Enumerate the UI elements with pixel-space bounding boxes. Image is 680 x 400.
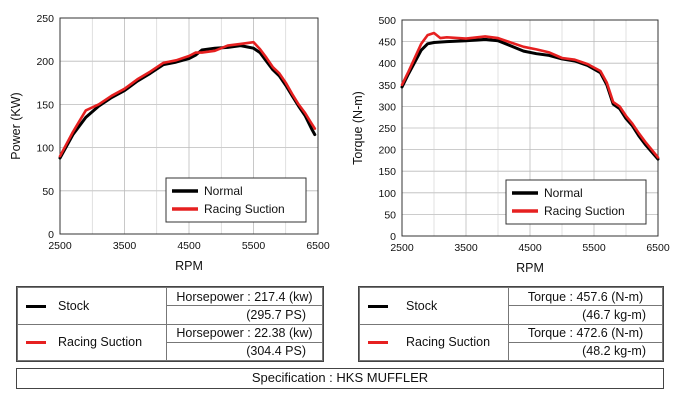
chart-torque: 0 50 100 150 200 250 300 350 400 450 500 2500 3500 45… [351, 15, 670, 275]
legend-entry: Normal [204, 184, 243, 198]
legend-stock-torque: Stock [359, 287, 509, 325]
racing-torque-nm: Torque : 472.6 (N-m) [508, 323, 663, 343]
y-tick-label: 200 [378, 145, 396, 157]
legend-stock: Stock [17, 287, 167, 325]
x-tick-label: 4500 [518, 242, 542, 254]
x-tick-label: 5500 [582, 242, 606, 254]
x-tick-label: 3500 [454, 242, 478, 254]
stock-label: Stock [406, 298, 438, 313]
legend: Normal Racing Suction [505, 179, 647, 225]
x-tick-label: 6500 [646, 242, 670, 254]
stock-torque-kgm: (46.7 kg-m) [508, 305, 663, 325]
y-tick-label: 150 [36, 99, 54, 111]
legend-box [505, 179, 647, 225]
y-tick-label: 100 [36, 143, 54, 155]
legend-racing-suction-torque: Racing Suction [359, 323, 509, 361]
power-table: Stock Horsepower : 217.4 (kw) (295.7 PS)… [16, 286, 324, 362]
y-tick-label: 300 [378, 101, 396, 113]
x-axis-label: RPM [175, 259, 203, 273]
y-tick-label: 100 [378, 188, 396, 200]
stock-torque-nm: Torque : 457.6 (N-m) [508, 286, 663, 307]
x-tick-label: 6500 [306, 240, 330, 252]
stock-line-swatch [368, 304, 388, 308]
racing-suction-label: Racing Suction [406, 335, 491, 350]
legend: Normal Racing Suction [165, 177, 307, 223]
torque-table: Stock Torque : 457.6 (N-m) (46.7 kg-m) R… [358, 286, 664, 362]
plot-frame [59, 17, 319, 235]
legend-entry: Racing Suction [544, 204, 625, 218]
x-tick-label: 2500 [390, 242, 414, 254]
y-tick-label: 450 [378, 37, 396, 49]
y-tick-label: 400 [378, 58, 396, 70]
y-tick-label: 0 [48, 229, 54, 241]
y-tick-label: 350 [378, 80, 396, 92]
y-tick-label: 50 [384, 209, 396, 221]
racing-torque-kgm: (48.2 kg-m) [508, 341, 663, 362]
chart-power: 0 50 100 150 200 250 2500 3500 4500 5500 6500 RPM Po… [9, 13, 330, 273]
x-tick-label: 3500 [113, 240, 137, 252]
series-line-racing-suction [58, 40, 317, 158]
legend-racing-suction: Racing Suction [17, 323, 167, 361]
y-tick-label: 50 [42, 186, 54, 198]
racing-line-swatch [26, 341, 46, 345]
y-tick-label: 250 [36, 13, 54, 25]
x-tick-label: 5500 [242, 240, 266, 252]
x-tick-label: 2500 [48, 240, 72, 252]
y-tick-label: 200 [36, 56, 54, 68]
x-axis-label: RPM [516, 261, 544, 275]
stock-horsepower-kw: Horsepower : 217.4 (kw) [166, 286, 323, 307]
stock-label: Stock [58, 298, 90, 313]
stock-horsepower-ps: (295.7 PS) [166, 305, 323, 325]
legend-box [165, 177, 307, 223]
y-axis-label: Power (KW) [9, 92, 23, 159]
series-line-racing-suction [400, 31, 660, 159]
y-tick-label: 500 [378, 15, 396, 27]
racing-line-swatch [368, 341, 388, 345]
racing-suction-label: Racing Suction [58, 335, 143, 350]
stock-line-swatch [26, 304, 46, 308]
x-tick-label: 4500 [177, 240, 201, 252]
y-tick-label: 250 [378, 123, 396, 135]
legend-entry: Normal [544, 186, 583, 200]
racing-horsepower-kw: Horsepower : 22.38 (kw) [166, 323, 323, 343]
y-tick-label: 0 [390, 231, 396, 243]
y-axis-label: Torque (N-m) [351, 91, 365, 165]
racing-horsepower-ps: (304.4 PS) [166, 341, 323, 362]
y-tick-label: 150 [378, 166, 396, 178]
series-line-normal [400, 37, 660, 161]
plot-frame [401, 19, 659, 237]
specification-bar: Specification : HKS MUFFLER [16, 368, 664, 389]
legend-entry: Racing Suction [204, 202, 285, 216]
